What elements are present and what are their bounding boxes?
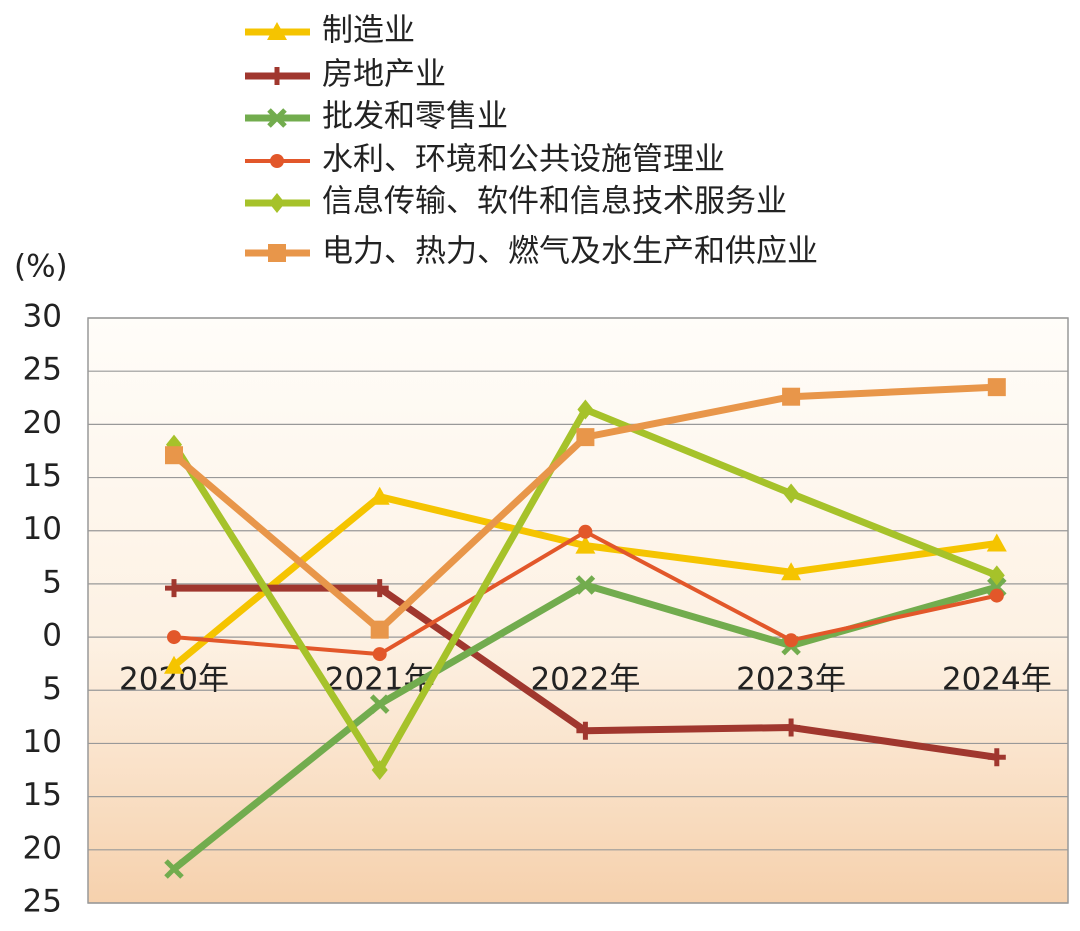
legend-label: 信息传输、软件和信息技术服务业 [322,184,787,220]
marker [782,387,801,406]
marker [986,533,1007,552]
marker [270,154,284,168]
marker [783,483,800,504]
y-tick-label: 15 [23,777,62,813]
series [167,524,1004,662]
legend-label: 水利、环境和公共设施管理业 [322,142,725,178]
marker [989,588,1004,603]
series [166,399,1005,781]
marker [268,67,286,85]
marker [267,108,287,128]
marker [578,524,593,539]
marker [988,565,1005,586]
y-tick-label: 25 [23,352,62,388]
marker [987,378,1006,397]
marker [372,647,387,662]
legend-label: 电力、热力、燃气及水生产和供应业 [322,234,818,270]
marker [781,562,802,581]
marker [575,575,596,595]
y-tick-label: 25 [23,884,62,920]
y-tick-label: 5 [42,671,62,707]
y-tick-label: 0 [42,618,62,654]
marker [370,620,389,639]
marker [987,748,1006,767]
y-unit: (%) [14,249,68,285]
marker [369,486,390,505]
marker [267,22,287,40]
marker [165,579,183,598]
x-tick-label: 2024年 [942,662,1052,698]
y-tick-label: 10 [23,724,62,760]
marker [576,721,595,740]
marker [165,446,183,465]
y-tick-label: 5 [42,564,62,600]
marker [371,760,388,781]
y-tick-label: 10 [23,511,62,547]
marker [782,718,801,737]
legend-label: 制造业 [322,13,415,49]
marker [269,193,285,213]
y-tick-label: 15 [23,458,62,494]
y-tick-label: 20 [23,405,62,441]
legend-label: 房地产业 [322,57,446,93]
y-tick-label: 20 [23,830,62,866]
legend-label: 批发和零售业 [322,99,508,135]
marker [369,694,390,714]
series [165,579,1006,767]
marker [577,399,594,420]
marker [784,633,799,648]
y-tick-label: 30 [23,299,62,335]
marker [370,579,389,598]
series [165,378,1006,639]
marker [164,859,184,879]
marker [575,535,596,554]
marker [167,630,181,645]
marker [268,244,286,262]
x-tick-label: 2022年 [530,662,640,698]
marker [164,655,184,674]
marker [576,428,595,447]
series [164,486,1007,674]
x-tick-label: 2023年 [736,662,846,698]
